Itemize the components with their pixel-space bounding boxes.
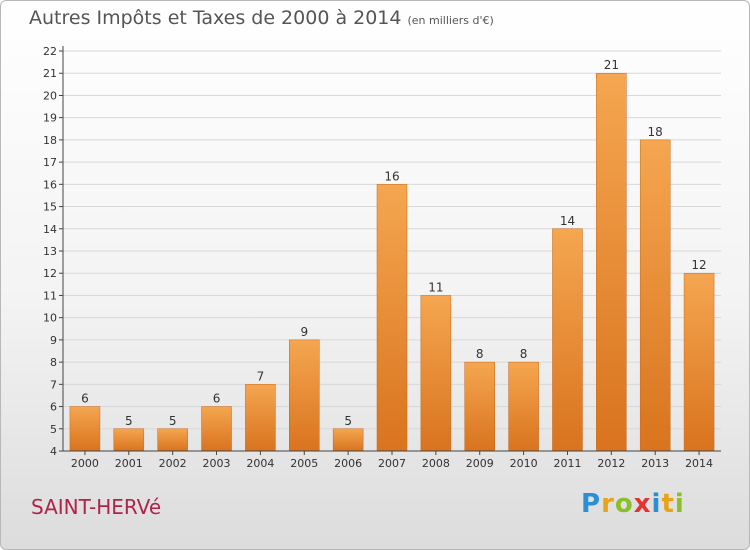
y-tick-label: 15 [43,201,57,214]
x-tick-label-2013: 2013 [641,457,669,470]
data-label-2014: 12 [691,258,706,272]
logo-letter: i [674,489,685,519]
bar-2005 [289,339,320,452]
data-label-2001: 5 [125,414,133,428]
y-tick-label: 21 [43,67,57,80]
logo-letter: r [601,489,615,519]
bar-2013 [639,139,671,452]
logo-letter: x [633,489,652,519]
y-tick-label: 20 [43,89,57,102]
data-label-2010: 8 [520,347,528,361]
bar-2011 [552,228,583,452]
data-label-2013: 18 [648,125,663,139]
logo-letter: i [651,489,662,519]
bar-2008 [420,295,452,452]
data-label-2005: 9 [300,325,308,339]
x-tick-label-2003: 2003 [203,457,231,470]
logo-letter: t [661,489,675,519]
x-tick-label-2000: 2000 [71,457,99,470]
x-tick-label-2012: 2012 [597,457,625,470]
x-tick-label-2011: 2011 [553,457,581,470]
bar-2014 [683,272,715,452]
data-label-2011: 14 [560,214,575,228]
data-label-2002: 5 [169,414,177,428]
y-tick-label: 18 [43,134,57,147]
y-tick-label: 11 [43,289,57,302]
town-name: SAINT-HERVé [31,495,162,519]
y-tick-label: 10 [43,312,57,325]
data-label-2006: 5 [344,414,352,428]
bars: 6 5 5 6 7 9 5 16 11 8 8 14 21 18 12 [69,58,715,452]
y-tick-label: 8 [50,356,57,369]
bar-2012 [596,72,627,452]
data-label-2008: 11 [428,280,443,294]
proxiti-logo[interactable]: Proxiti [581,489,685,519]
x-tick-label-2007: 2007 [378,457,406,470]
x-tick-label-2014: 2014 [685,457,713,470]
bar-2001 [113,428,145,452]
data-label-2003: 6 [213,392,221,406]
y-tick-label: 13 [43,245,57,258]
x-tick-label-2010: 2010 [510,457,538,470]
x-tick-label-2002: 2002 [159,457,187,470]
y-tick-label: 17 [43,156,57,169]
x-tick-label-2005: 2005 [290,457,318,470]
bar-2000 [69,406,101,452]
bar-2002 [157,428,188,452]
x-tick-label-2009: 2009 [466,457,494,470]
y-tick-label: 7 [50,378,57,391]
title-unit: (en milliers d'€) [407,14,494,27]
bar-2009 [464,361,495,452]
bar-2006 [332,428,364,452]
bar-2003 [201,406,232,452]
bar-2010 [508,361,539,452]
data-label-2009: 8 [476,347,484,361]
y-tick-label: 6 [50,401,57,414]
y-tick-label: 19 [43,112,57,125]
y-tick-label: 4 [50,445,57,458]
y-tick-label: 9 [50,334,57,347]
data-label-2004: 7 [257,369,265,383]
x-tick-label-2001: 2001 [115,457,143,470]
data-label-2000: 6 [81,392,89,406]
y-tick-label: 16 [43,178,57,191]
title-text: Autres Impôts et Taxes de 2000 à 2014 [29,7,402,29]
axes: 4 5 6 7 8 9 10 11 12 13 14 15 16 17 18 19 20 21 22 2000 2001… [43,45,721,470]
y-tick-label: 5 [50,423,57,436]
data-label-2012: 21 [604,58,619,72]
y-tick-label: 14 [43,223,57,236]
logo-letter: o [614,489,634,519]
y-tick-label: 22 [43,45,57,58]
x-tick-label-2004: 2004 [246,457,274,470]
data-label-2007: 16 [384,169,399,183]
x-tick-label-2008: 2008 [422,457,450,470]
logo-letter: P [581,489,602,519]
bar-2007 [376,184,408,452]
y-tick-label: 12 [43,267,57,280]
chart-title: Autres Impôts et Taxes de 2000 à 2014 (en… [29,7,494,29]
x-tick-label-2006: 2006 [334,457,362,470]
bar-2004 [245,384,276,452]
